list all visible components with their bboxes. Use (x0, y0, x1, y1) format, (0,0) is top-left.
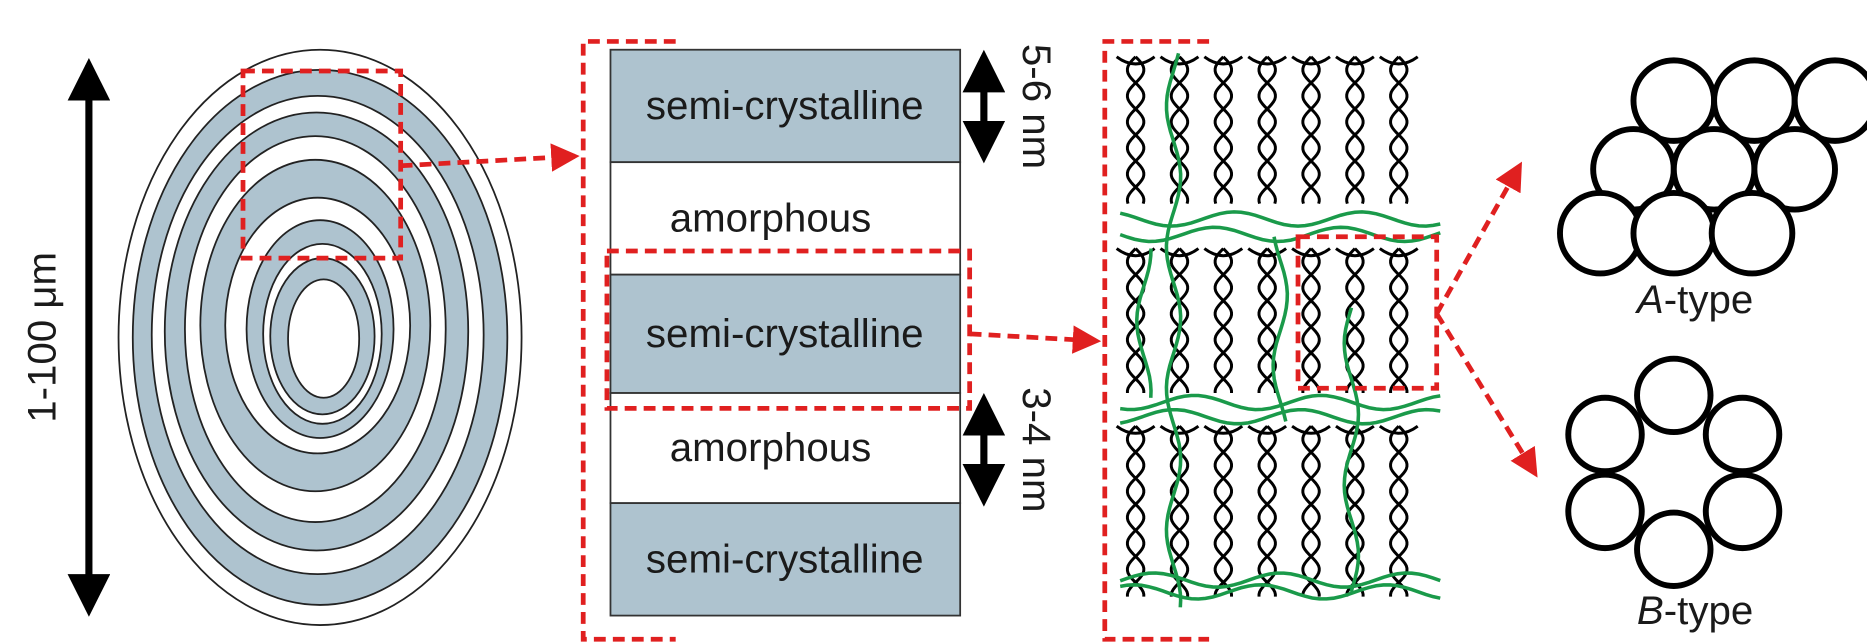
layer-label: semi-crystalline (646, 311, 924, 356)
dimension-label: 3-4 nm (1014, 387, 1059, 512)
bracket (1105, 41, 1209, 639)
layer-label: semi-crystalline (646, 536, 924, 581)
packing-letter: A (1635, 277, 1664, 322)
b-type-packing (1568, 359, 1779, 586)
dimension-label: 5-6 nm (1014, 44, 1059, 169)
packing-letter: B (1637, 588, 1664, 633)
zoom-arrow (1437, 166, 1520, 314)
packing-label: A-type (1635, 277, 1753, 322)
a-type-packing (1560, 60, 1867, 273)
layer-label: amorphous (670, 195, 872, 240)
layer-label: semi-crystalline (646, 83, 924, 128)
packing-label: B-type (1637, 588, 1753, 633)
page: 1-100 μm semi-crystallineamorphoussemi-c… (0, 0, 1867, 644)
packing-suffix: -type (1664, 588, 1754, 633)
scale-label: 1-100 μm (20, 252, 65, 423)
granule (119, 50, 522, 625)
packing-suffix: -type (1664, 277, 1754, 322)
zoom-arrow (970, 334, 1097, 341)
double-helices (1117, 53, 1441, 607)
zoom-arrow (1437, 314, 1535, 474)
layer-stack: semi-crystalline amorphous semi-crystallin… (610, 50, 960, 616)
layer-label: amorphous (670, 425, 872, 470)
diagram: 1-100 μm semi-crystallineamorphoussemi-c… (0, 0, 1867, 644)
